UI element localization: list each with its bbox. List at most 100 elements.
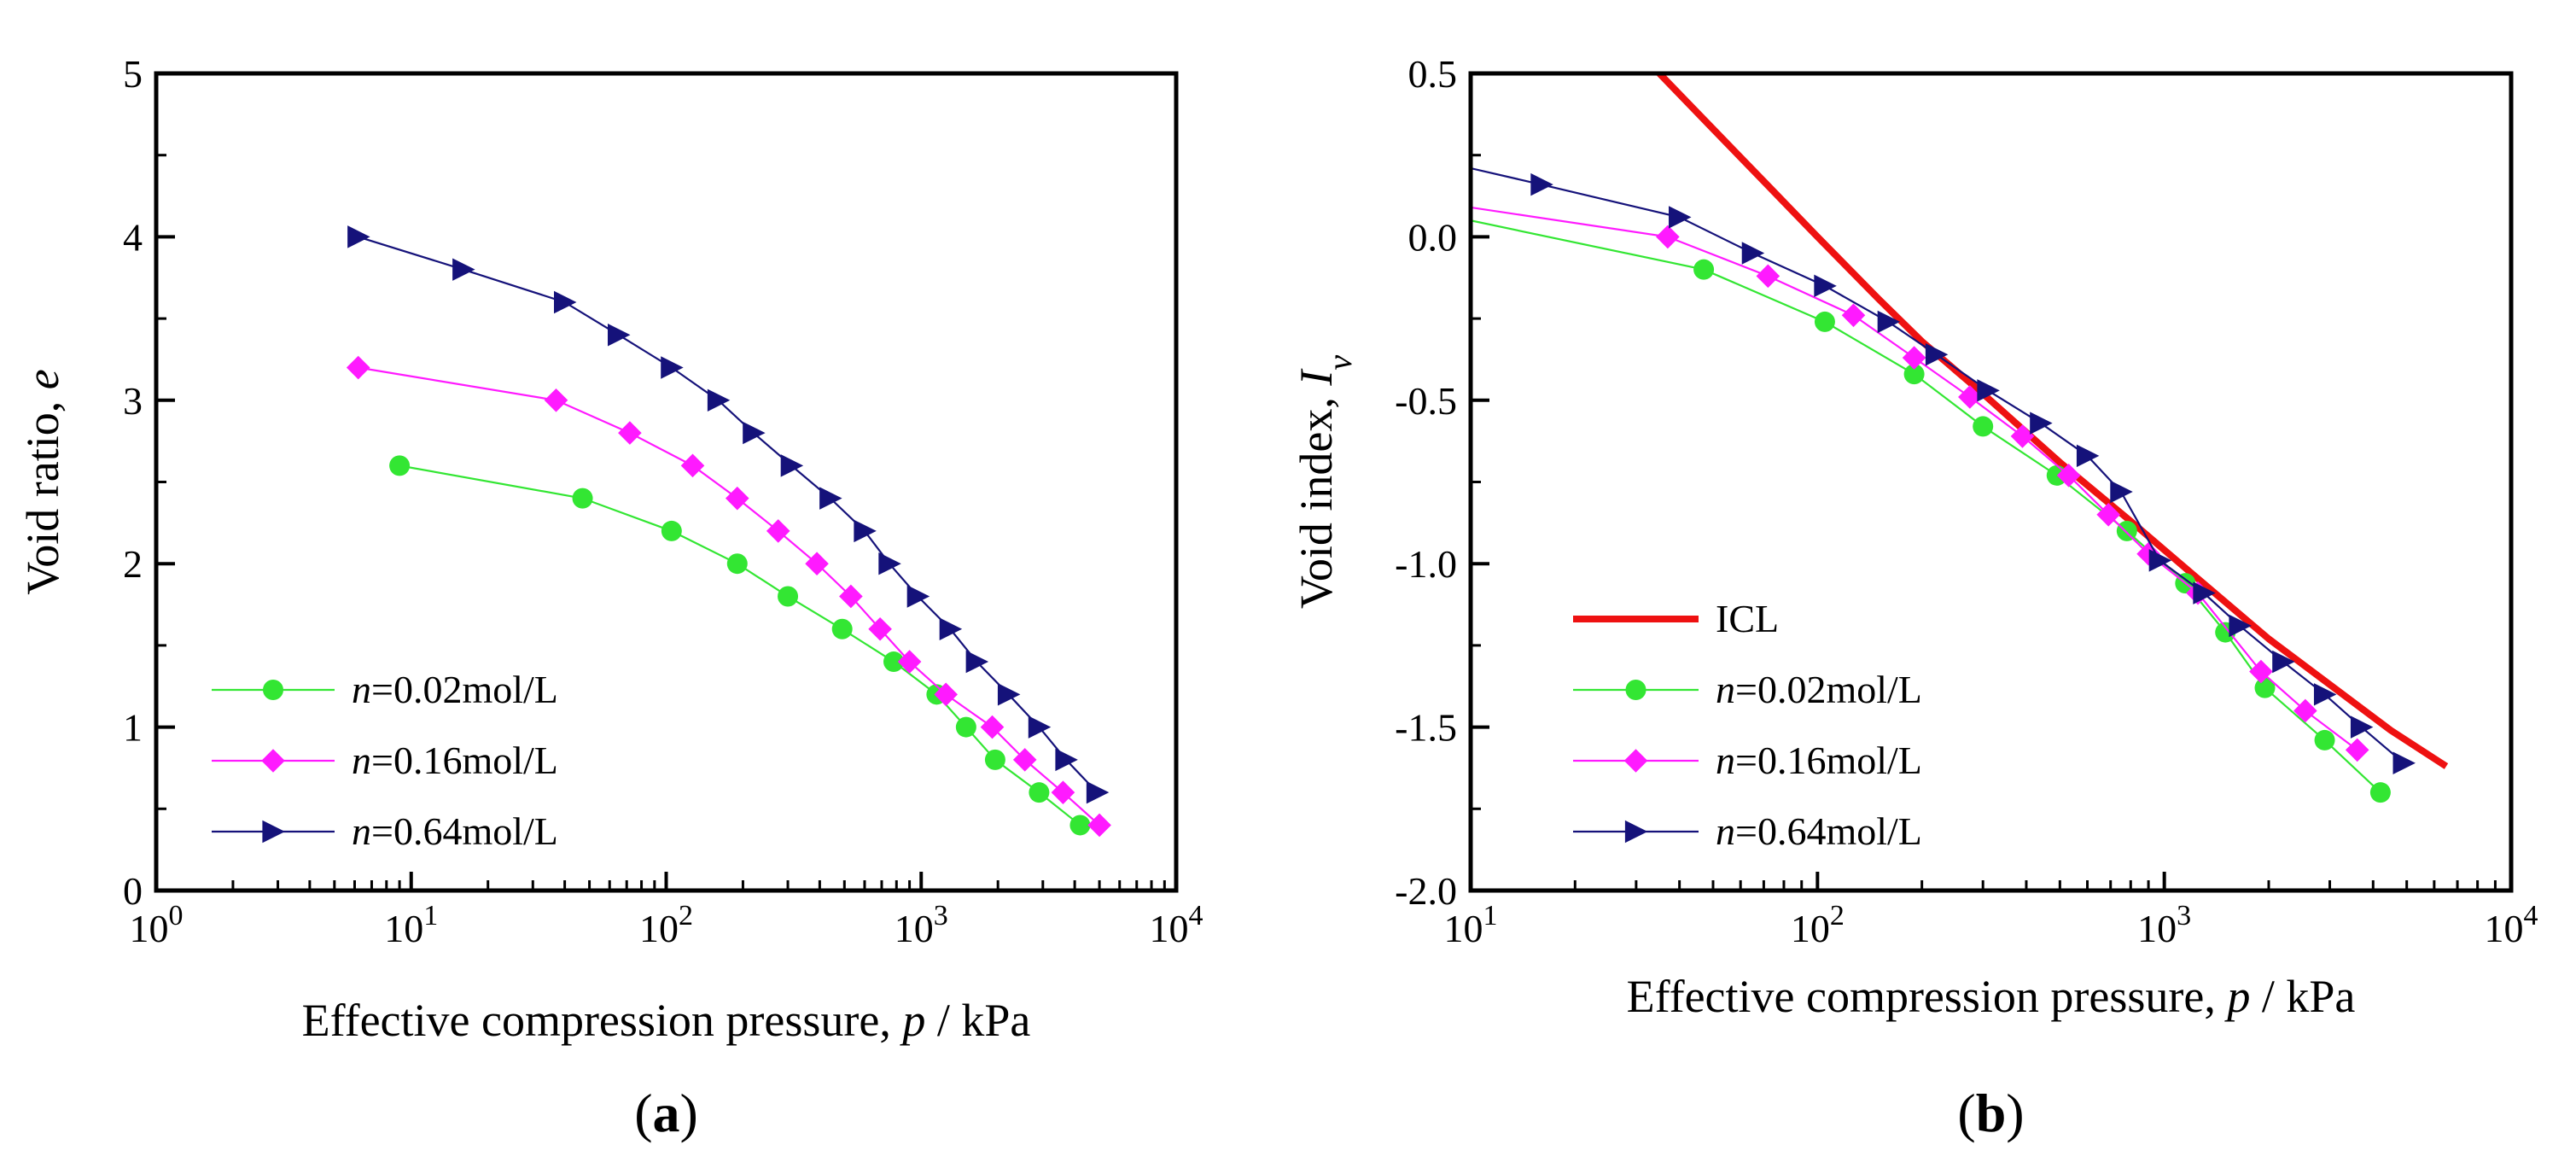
data-point xyxy=(347,225,370,248)
data-point xyxy=(661,520,682,541)
data-point xyxy=(854,519,877,543)
data-point xyxy=(778,586,799,607)
series-diamond xyxy=(346,355,1111,838)
data-point xyxy=(1656,225,1680,249)
legend-icl-label: ICL xyxy=(1716,597,1779,640)
data-point xyxy=(2314,729,2335,750)
data-point xyxy=(1973,416,1994,437)
data-point xyxy=(1693,259,1715,280)
data-point xyxy=(955,716,976,738)
y-axis-label-a: Void ratio, e xyxy=(17,369,68,594)
series-triangle-right xyxy=(1471,166,2416,774)
x-tick-label: 102 xyxy=(1791,900,1845,950)
x-axis-label-a: Effective compression pressure, p / kPa xyxy=(302,995,1031,1046)
legend-label: n=0.64mol/L xyxy=(352,809,558,853)
data-point xyxy=(2110,480,2133,504)
data-point xyxy=(2193,581,2216,604)
y-tick-label: 4 xyxy=(123,215,143,259)
y-tick-label: -1.0 xyxy=(1395,542,1457,586)
panel-label-a: (a) xyxy=(634,1083,698,1143)
data-point xyxy=(2096,502,2120,527)
series-line xyxy=(1471,219,2381,793)
icl-line xyxy=(1657,73,2449,769)
data-point xyxy=(1977,379,2000,402)
data-point xyxy=(883,651,905,673)
y-tick-label: 3 xyxy=(123,379,143,423)
data-point xyxy=(2392,751,2416,774)
data-point xyxy=(2369,782,2391,803)
y-tick-label: 5 xyxy=(123,52,143,96)
y-tick-label: 1 xyxy=(123,706,143,750)
data-point xyxy=(389,455,411,476)
panel-label-b: (b) xyxy=(1957,1083,2024,1143)
data-point xyxy=(2254,677,2276,698)
x-tick-label: 101 xyxy=(1444,900,1498,950)
series-triangle-right xyxy=(347,225,1110,804)
data-point xyxy=(2148,549,2172,572)
panel-b: 101 102 103 104 -2.0 -1.5 -1.0 -0.5 0.0 0.5 Effec… xyxy=(1291,52,2538,1143)
series-line xyxy=(1471,166,2404,764)
data-point xyxy=(831,618,853,639)
data-point xyxy=(980,715,1005,739)
legend-swatch-marker xyxy=(1624,820,1648,844)
data-point xyxy=(1925,342,1949,366)
x-tick-label: 104 xyxy=(1150,900,1203,950)
data-point xyxy=(868,616,892,641)
data-point xyxy=(544,388,568,412)
data-point xyxy=(1756,264,1780,289)
data-point xyxy=(2345,738,2369,762)
x-tick-label: 102 xyxy=(639,900,693,950)
data-point xyxy=(939,617,963,640)
data-point xyxy=(725,486,749,511)
data-point xyxy=(618,421,642,445)
data-point xyxy=(839,584,863,609)
data-point xyxy=(934,682,959,707)
legend-swatch-marker xyxy=(1625,680,1646,700)
data-point xyxy=(2116,520,2137,541)
data-point xyxy=(1069,815,1091,836)
data-point xyxy=(1877,310,1901,334)
y-axis-label-b: Void index, Iv xyxy=(1291,355,1359,610)
y-tick-label: -2.0 xyxy=(1395,869,1457,913)
x-tick-label: 103 xyxy=(2137,900,2191,950)
data-point xyxy=(1012,748,1037,772)
data-point xyxy=(1028,715,1052,739)
series-line xyxy=(1471,206,2358,751)
x-tick-label: 104 xyxy=(2485,900,2538,950)
data-point xyxy=(1087,813,1111,838)
legend-label: n=0.16mol/L xyxy=(1716,739,1922,782)
data-point xyxy=(2272,650,2295,674)
legend-label: n=0.02mol/L xyxy=(352,668,558,711)
data-point xyxy=(743,421,766,445)
data-point xyxy=(1814,274,1837,298)
legend-a: n=0.02mol/L n=0.16mol/L n=0.64mol/L xyxy=(212,668,558,853)
x-tick-label: 103 xyxy=(895,900,948,950)
legend-swatch-marker xyxy=(262,820,285,844)
data-point xyxy=(906,585,930,608)
data-point xyxy=(766,519,790,543)
data-point xyxy=(1055,748,1078,772)
data-point xyxy=(965,650,989,674)
x-tick-label: 100 xyxy=(130,900,184,950)
legend-swatch-marker xyxy=(263,680,283,700)
data-point xyxy=(346,355,370,380)
x-tick-label: 101 xyxy=(384,900,438,950)
data-point xyxy=(707,388,731,412)
data-point xyxy=(2249,659,2273,684)
data-point xyxy=(2030,412,2053,435)
data-point xyxy=(1029,782,1050,803)
data-point xyxy=(997,683,1021,706)
data-point xyxy=(572,488,593,509)
legend-swatch-marker xyxy=(261,749,285,773)
data-point xyxy=(780,454,804,477)
legend-b: ICL n=0.02mol/L n=0.16mol/L n=0.64mol/L xyxy=(1573,597,1922,853)
data-point xyxy=(1051,780,1075,804)
data-point xyxy=(661,356,684,379)
data-point xyxy=(2010,424,2035,448)
data-point xyxy=(2229,614,2252,638)
data-point xyxy=(2313,683,2337,706)
data-point xyxy=(726,553,748,575)
data-point xyxy=(1086,780,1110,804)
legend-label: n=0.16mol/L xyxy=(352,739,558,782)
